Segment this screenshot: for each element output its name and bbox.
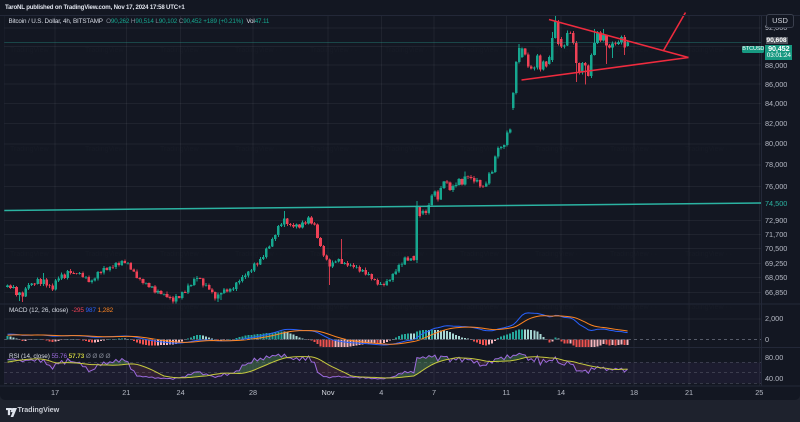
svg-text:TradingView · ·: TradingView · · <box>310 304 357 311</box>
svg-text:TradingView · ·: TradingView · · <box>385 251 432 258</box>
svg-text:TradingView · ·: TradingView · · <box>385 304 432 311</box>
svg-text:TradingView · ·: TradingView · · <box>535 251 582 258</box>
svg-text:TradingView · ·: TradingView · · <box>685 47 732 54</box>
svg-text:TradingView · ·: TradingView · · <box>310 47 357 54</box>
svg-text:TradingView · ·: TradingView · · <box>460 304 507 311</box>
svg-text:TradingView · ·: TradingView · · <box>160 47 207 54</box>
svg-text:TradingView · ·: TradingView · · <box>160 304 207 311</box>
svg-text:TradingView · ·: TradingView · · <box>685 146 732 153</box>
svg-text:TradingView · ·: TradingView · · <box>10 146 57 153</box>
svg-text:TradingView · ·: TradingView · · <box>460 47 507 54</box>
svg-text:TradingView · ·: TradingView · · <box>685 251 732 258</box>
svg-text:TradingView · ·: TradingView · · <box>85 47 132 54</box>
svg-text:TradingView · ·: TradingView · · <box>610 146 657 153</box>
svg-text:TradingView · ·: TradingView · · <box>10 251 57 258</box>
svg-text:TradingView · ·: TradingView · · <box>310 251 357 258</box>
svg-text:TradingView · ·: TradingView · · <box>685 304 732 311</box>
svg-text:TradingView · ·: TradingView · · <box>385 146 432 153</box>
svg-text:TradingView · ·: TradingView · · <box>535 146 582 153</box>
svg-text:TradingView · ·: TradingView · · <box>235 47 282 54</box>
svg-text:TradingView · ·: TradingView · · <box>85 146 132 153</box>
svg-text:TradingView · ·: TradingView · · <box>385 47 432 54</box>
svg-text:TradingView · ·: TradingView · · <box>610 47 657 54</box>
svg-text:TradingView · ·: TradingView · · <box>160 146 207 153</box>
svg-text:TradingView · ·: TradingView · · <box>535 47 582 54</box>
svg-text:TradingView · ·: TradingView · · <box>310 146 357 153</box>
svg-text:TradingView · ·: TradingView · · <box>10 47 57 54</box>
svg-text:TradingView · ·: TradingView · · <box>535 304 582 311</box>
svg-text:TradingView · ·: TradingView · · <box>85 251 132 258</box>
svg-text:TradingView · ·: TradingView · · <box>235 146 282 153</box>
svg-text:TradingView · ·: TradingView · · <box>235 251 282 258</box>
svg-text:TradingView · ·: TradingView · · <box>610 251 657 258</box>
svg-text:TradingView · ·: TradingView · · <box>460 251 507 258</box>
svg-text:TradingView · ·: TradingView · · <box>160 251 207 258</box>
svg-text:TradingView · ·: TradingView · · <box>235 304 282 311</box>
svg-text:TradingView · ·: TradingView · · <box>610 304 657 311</box>
